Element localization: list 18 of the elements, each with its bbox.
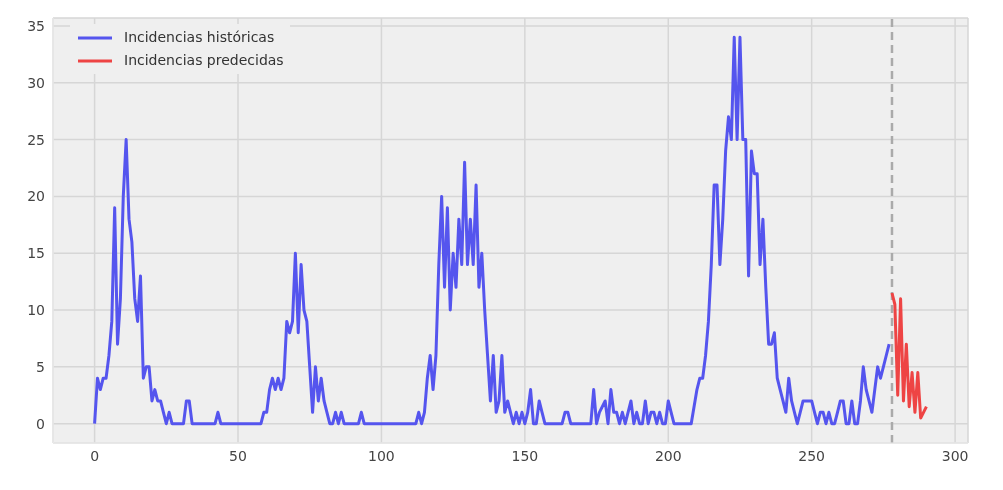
y-tick-label: 35 [27,17,45,34]
x-tick-label: 0 [90,447,100,464]
y-tick-label: 25 [27,131,45,148]
y-tick-label: 5 [36,358,45,375]
y-tick-label: 20 [27,188,45,205]
y-tick-label: 15 [27,245,45,262]
y-tick-label: 30 [27,74,45,91]
x-tick-label: 50 [229,447,247,464]
x-tick-label: 200 [654,447,682,464]
x-tick-label: 250 [798,447,826,464]
y-tick-label: 10 [27,302,45,319]
x-tick-label: 100 [368,447,395,464]
y-tick-label: 0 [36,415,45,432]
legend-label: Incidencias predecidas [124,51,284,70]
line-series [890,291,928,420]
legend-label: Incidencias históricas [124,28,275,47]
x-tick-label: 150 [511,447,539,464]
x-tick-label: 300 [941,447,969,464]
